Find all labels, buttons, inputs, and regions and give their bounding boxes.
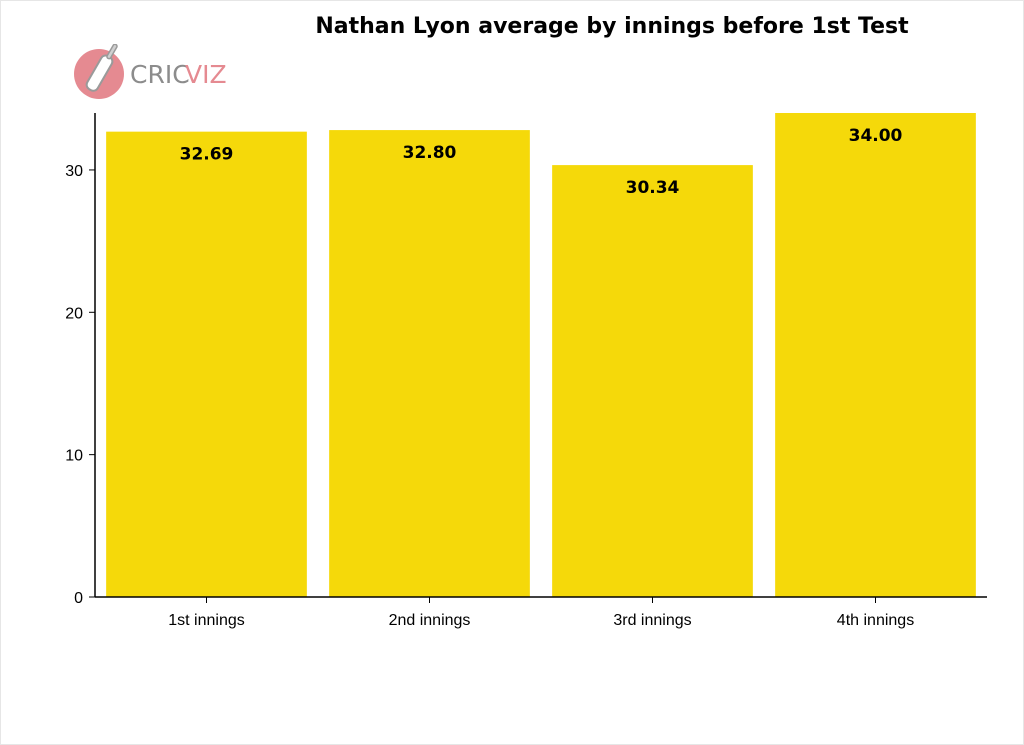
bar-value-label-1: 32.69 bbox=[180, 145, 234, 165]
x-tick-label-1: 1st innings bbox=[168, 612, 245, 629]
logo-text-cric: CRIC bbox=[130, 60, 190, 89]
x-tick-label-2: 2nd innings bbox=[389, 612, 471, 629]
bar-1 bbox=[106, 131, 307, 597]
y-tick-label-30: 30 bbox=[65, 163, 83, 180]
bar-4 bbox=[775, 113, 976, 597]
logo-text-viz: VIZ bbox=[185, 60, 227, 89]
cricviz-logo: CRIC VIZ bbox=[74, 44, 227, 99]
bar-value-label-2: 32.80 bbox=[403, 143, 457, 163]
bar-labels-layer: 32.69 32.80 30.34 34.00 bbox=[180, 126, 903, 198]
axes-layer: 1st innings 2nd innings 3rd innings 4th inn… bbox=[65, 113, 987, 629]
bars-layer bbox=[106, 113, 976, 598]
cricket-bat-ball-icon bbox=[74, 44, 124, 99]
bar-value-label-3: 30.34 bbox=[626, 178, 680, 198]
y-tick-label-0: 0 bbox=[74, 590, 83, 607]
chart-title: Nathan Lyon average by innings before 1s… bbox=[315, 14, 909, 39]
x-tick-label-4: 4th innings bbox=[837, 612, 914, 629]
bar-2 bbox=[329, 130, 530, 598]
y-tick-label-10: 10 bbox=[65, 448, 83, 465]
x-tick-label-3: 3rd innings bbox=[613, 612, 691, 629]
bar-value-label-4: 34.00 bbox=[849, 126, 903, 146]
bar-3 bbox=[552, 165, 753, 597]
y-tick-label-20: 20 bbox=[65, 305, 83, 322]
